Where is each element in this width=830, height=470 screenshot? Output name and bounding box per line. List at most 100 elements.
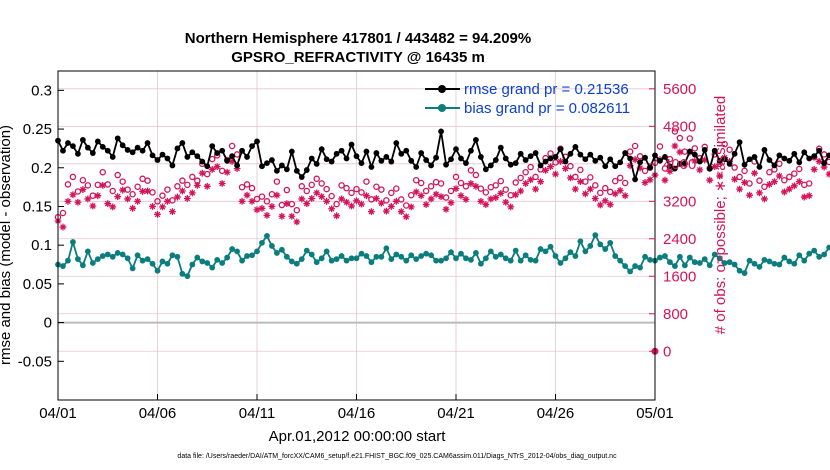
y-tick-label-right: 5600 — [663, 81, 696, 98]
obs-possible-point — [602, 184, 609, 192]
obs-possible-point — [422, 187, 430, 195]
obs-possible-point — [388, 189, 395, 197]
obs-possible-point — [671, 128, 679, 135]
bias-point — [65, 257, 71, 264]
x-tick-label: 04/21 — [437, 405, 475, 422]
rmse-point — [572, 143, 579, 150]
obs-assimilated-point — [731, 175, 738, 183]
obs-assimilated-point — [124, 195, 132, 203]
obs-possible-point — [592, 182, 599, 189]
obs-possible-point — [154, 198, 161, 205]
bias-point — [169, 252, 176, 259]
obs-assimilated-point — [198, 169, 206, 177]
obs-assimilated-point — [576, 178, 584, 186]
obs-possible-point — [258, 193, 266, 200]
bias-point — [438, 257, 444, 264]
rmse-point — [139, 147, 146, 154]
chart-title-line-1: Northern Hemisphere 417801 / 443482 = 94… — [185, 30, 531, 47]
obs-assimilated-point — [581, 190, 589, 198]
x-tick-label: 04/26 — [537, 405, 575, 422]
obs-possible-point — [343, 184, 350, 192]
bias-point — [378, 253, 385, 260]
rmse-point — [159, 151, 166, 158]
obs-assimilated-point — [586, 185, 594, 193]
rmse-point — [249, 143, 255, 149]
obs-possible-point — [174, 183, 181, 190]
rmse-point — [313, 160, 320, 167]
y-tick-label-left: 0.15 — [23, 198, 52, 215]
obs-assimilated-point — [611, 190, 619, 198]
bias-point — [522, 252, 529, 259]
bias-point — [761, 256, 768, 263]
rmse-point — [293, 167, 300, 174]
rmse-point — [766, 157, 773, 163]
bias-point — [298, 256, 305, 263]
rmse-point — [94, 138, 101, 145]
rmse-point — [308, 155, 315, 162]
bias-point — [786, 258, 793, 265]
bias-point — [423, 250, 430, 257]
y-tick-label-right: 4000 — [663, 156, 696, 173]
bias-point — [458, 250, 464, 257]
obs-assimilated-point — [636, 164, 644, 172]
obs-assimilated-point — [596, 201, 604, 209]
obs-possible-point — [472, 171, 480, 179]
rmse-point — [224, 157, 231, 164]
bias-point — [413, 256, 420, 263]
bias-point — [308, 251, 315, 258]
bias-point — [219, 260, 226, 266]
obs-possible-point — [741, 167, 748, 175]
bias-point — [388, 256, 395, 263]
bias-point — [647, 256, 653, 263]
obs-assimilated-point — [338, 195, 345, 203]
bias-point — [502, 255, 509, 262]
rmse-point — [497, 144, 504, 151]
obs-assimilated-point — [771, 178, 778, 186]
bias-point — [129, 265, 136, 272]
bias-point — [403, 257, 410, 264]
bias-point — [637, 264, 643, 271]
rmse-point — [438, 128, 444, 135]
bias-point — [676, 253, 683, 260]
rmse-point — [741, 161, 748, 168]
bias-point — [278, 246, 285, 253]
rmse-point — [448, 156, 454, 163]
obs-assimilated-point — [74, 198, 82, 206]
obs-possible-point — [577, 166, 584, 174]
x-tick-label: 04/01 — [39, 405, 77, 422]
obs-assimilated-point — [139, 188, 146, 195]
obs-possible-point — [313, 175, 320, 183]
obs-possible-point — [263, 198, 271, 205]
bias-point — [607, 239, 614, 246]
obs-assimilated-point — [89, 202, 97, 210]
obs-assimilated-point — [94, 192, 102, 200]
rmse-point — [557, 146, 564, 153]
bias-point — [239, 257, 245, 264]
obs-assimilated-point — [736, 185, 743, 193]
obs-assimilated-point — [537, 178, 544, 186]
bias-point — [766, 258, 773, 265]
bias-point — [622, 263, 629, 269]
obs-possible-point — [517, 174, 524, 182]
bias-point — [726, 259, 733, 266]
obs-assimilated-point — [149, 203, 156, 210]
rmse-point — [681, 160, 688, 167]
rmse-point — [577, 151, 584, 158]
rmse-point — [234, 162, 241, 169]
bias-point — [408, 252, 415, 259]
x-tick-label: 05/01 — [636, 405, 674, 422]
obs-assimilated-point — [790, 182, 798, 190]
obs-assimilated-point — [482, 201, 490, 208]
obs-possible-point — [378, 186, 385, 193]
obs-assimilated-point — [417, 192, 425, 200]
rmse-point — [786, 157, 793, 164]
obs-assimilated-point — [756, 189, 763, 197]
rmse-point — [672, 165, 678, 172]
rmse-point — [60, 147, 66, 154]
bias-point — [572, 253, 579, 259]
obs-assimilated-point — [621, 192, 629, 200]
obs-assimilated-point — [218, 180, 226, 187]
rmse-point — [463, 160, 469, 167]
bias-point — [84, 248, 91, 255]
obs-possible-point — [243, 181, 251, 188]
